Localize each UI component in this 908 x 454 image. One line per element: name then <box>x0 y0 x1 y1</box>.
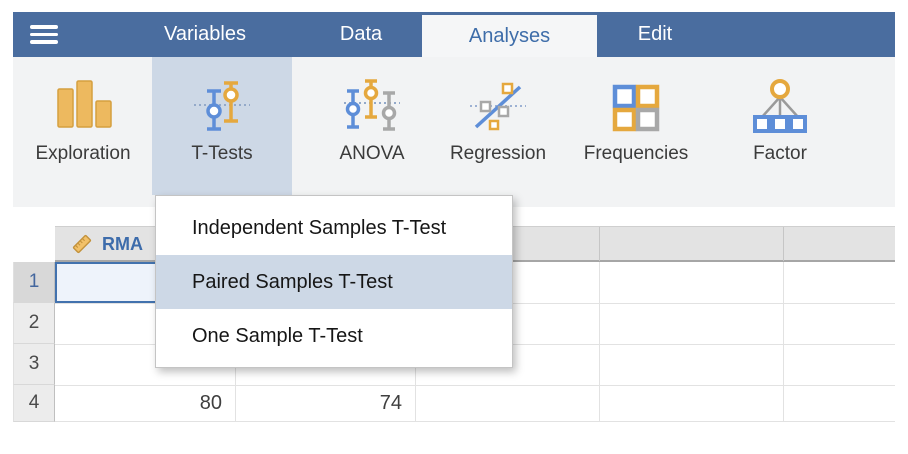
ribbon-label-regression: Regression <box>449 143 547 164</box>
ribbon-label-factor: Factor <box>753 143 807 164</box>
regression-scatter-icon <box>470 82 526 131</box>
hamburger-menu-icon[interactable] <box>30 25 58 44</box>
ribbon-button-regression[interactable]: Regression <box>437 57 559 195</box>
grid-line <box>783 262 784 422</box>
row-header-4[interactable]: 4 <box>13 385 55 422</box>
ribbon-button-t-tests[interactable]: T-Tests <box>152 57 292 195</box>
ribbon-label-anova: ANOVA <box>339 143 405 164</box>
column-separator <box>599 227 600 261</box>
grid-line <box>55 421 895 422</box>
factor-tree-icon <box>753 79 807 133</box>
top-navigation-bar: Variables Data Analyses Edit <box>13 12 895 57</box>
row-header-1[interactable]: 1 <box>13 262 55 303</box>
ribbon-label-exploration: Exploration <box>35 143 131 164</box>
bar-chart-icon <box>57 80 112 128</box>
ribbon-button-exploration[interactable]: Exploration <box>22 57 144 195</box>
ribbon-label-frequencies: Frequencies <box>583 143 689 164</box>
analyses-ribbon: Exploration T-Tests <box>13 57 895 207</box>
cell-row4-col1[interactable]: 80 <box>199 392 222 414</box>
grid-line <box>55 385 895 386</box>
menu-item-independent-samples-t-test[interactable]: Independent Samples T-Test <box>192 216 447 239</box>
column-name: RMA <box>102 233 143 254</box>
frequencies-grid-icon <box>612 84 660 132</box>
row-header-column: 1 2 3 4 <box>13 262 55 422</box>
column-header-rma[interactable]: RMA <box>55 227 235 261</box>
t-tests-dropdown-menu: Independent Samples T-Test Paired Sample… <box>155 195 513 368</box>
ribbon-button-anova[interactable]: ANOVA <box>311 57 433 195</box>
menu-item-one-sample-t-test[interactable]: One Sample T-Test <box>192 324 363 347</box>
anova-error-bars-icon <box>344 79 400 131</box>
t-test-error-bars-icon <box>194 81 250 131</box>
column-separator <box>783 227 784 261</box>
ruler-icon <box>72 234 92 254</box>
tab-analyses[interactable]: Analyses <box>422 15 597 57</box>
ribbon-label-t-tests: T-Tests <box>191 143 253 164</box>
menu-item-paired-samples-t-test[interactable]: Paired Samples T-Test <box>156 255 512 309</box>
row-header-3[interactable]: 3 <box>13 344 55 385</box>
row-header-2[interactable]: 2 <box>13 303 55 344</box>
tab-data[interactable]: Data <box>339 23 383 45</box>
grid-line <box>599 262 600 422</box>
tab-variables[interactable]: Variables <box>164 23 246 45</box>
ribbon-button-frequencies[interactable]: Frequencies <box>575 57 697 195</box>
ribbon-button-factor[interactable]: Factor <box>719 57 841 195</box>
cell-row4-col2[interactable]: 74 <box>379 392 402 414</box>
tab-edit[interactable]: Edit <box>637 23 673 45</box>
